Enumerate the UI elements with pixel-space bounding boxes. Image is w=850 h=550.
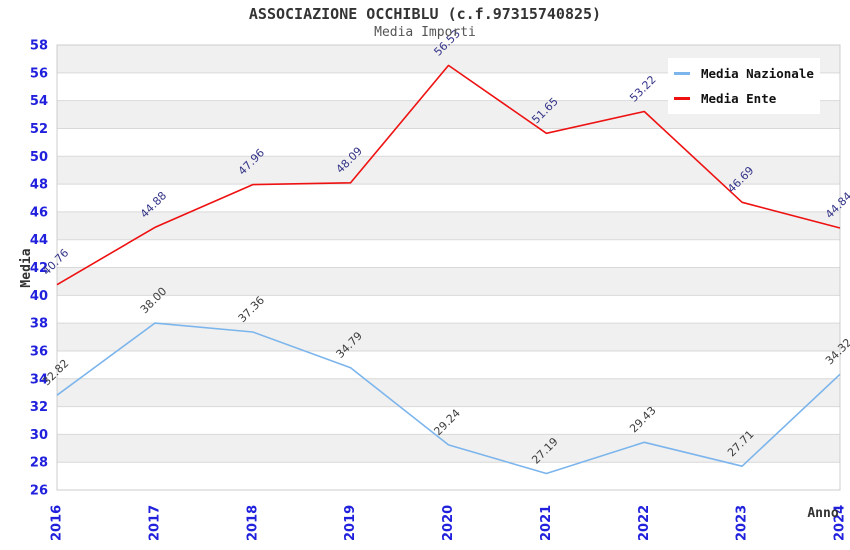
y-tick-label: 56	[30, 66, 48, 81]
plot-band	[57, 323, 840, 351]
data-point-label: 44.84	[823, 190, 850, 221]
media-ente-line-swatch-icon	[674, 97, 690, 100]
x-tick-label: 2016	[50, 505, 65, 541]
data-point-label: 29.43	[627, 404, 658, 435]
series-line-media-nazionale[interactable]	[56, 322, 841, 475]
series-line-media-ente[interactable]	[56, 64, 841, 286]
data-point-label: 53.22	[627, 73, 658, 104]
plot-band	[57, 156, 840, 185]
y-tick-label: 40	[30, 289, 48, 304]
y-tick-label: 26	[30, 484, 48, 499]
plot-border	[56, 44, 841, 491]
y-tick-label: 54	[30, 94, 48, 109]
x-axis-title: Anno	[807, 506, 838, 521]
media-nazionale-line-swatch-icon	[674, 72, 690, 75]
legend: Media Nazionale Media Ente	[668, 58, 820, 114]
x-tick-label: 2021	[539, 505, 554, 541]
chart-subtitle: Media Importi	[374, 25, 476, 40]
y-tick-label: 50	[30, 150, 48, 165]
y-tick-label: 32	[30, 400, 48, 415]
y-tick-label: 34	[30, 372, 48, 387]
y-tick-label: 36	[30, 344, 48, 359]
plot-band	[57, 434, 840, 463]
legend-item-media-ente[interactable]: Media Ente	[674, 86, 820, 111]
chart-header: ASSOCIAZIONE OCCHIBLU (c.f.97315740825) …	[0, 5, 850, 40]
y-axis-title: Media	[19, 248, 34, 287]
plot-band	[57, 211, 840, 240]
y-tick-label: 58	[30, 39, 48, 54]
x-tick-label: 2024	[833, 505, 848, 541]
x-tick-label: 2017	[147, 505, 162, 541]
data-point-label: 29.24	[431, 407, 462, 438]
x-tick-label: 2020	[441, 505, 456, 541]
y-tick-label: 52	[30, 122, 48, 137]
y-tick-label: 44	[30, 233, 48, 248]
y-tick-label: 46	[30, 205, 48, 220]
y-tick-label: 28	[30, 456, 48, 471]
y-tick-label: 38	[30, 317, 48, 332]
x-tick-label: 2018	[245, 505, 260, 541]
x-tick-label: 2022	[637, 505, 652, 541]
legend-label-media-ente: Media Ente	[701, 91, 777, 106]
y-tick-label: 42	[30, 261, 48, 276]
data-point-label: 37.36	[236, 294, 267, 325]
chart-title: ASSOCIAZIONE OCCHIBLU (c.f.97315740825)	[248, 5, 602, 23]
x-tick-label: 2019	[343, 505, 358, 541]
y-tick-label: 48	[30, 178, 48, 193]
legend-item-media-nazionale[interactable]: Media Nazionale	[674, 61, 820, 86]
legend-label-media-nazionale: Media Nazionale	[701, 66, 814, 81]
plot-band	[57, 267, 840, 296]
y-tick-label: 30	[30, 428, 48, 443]
x-tick-label: 2023	[735, 505, 750, 541]
plot-band	[57, 378, 840, 407]
